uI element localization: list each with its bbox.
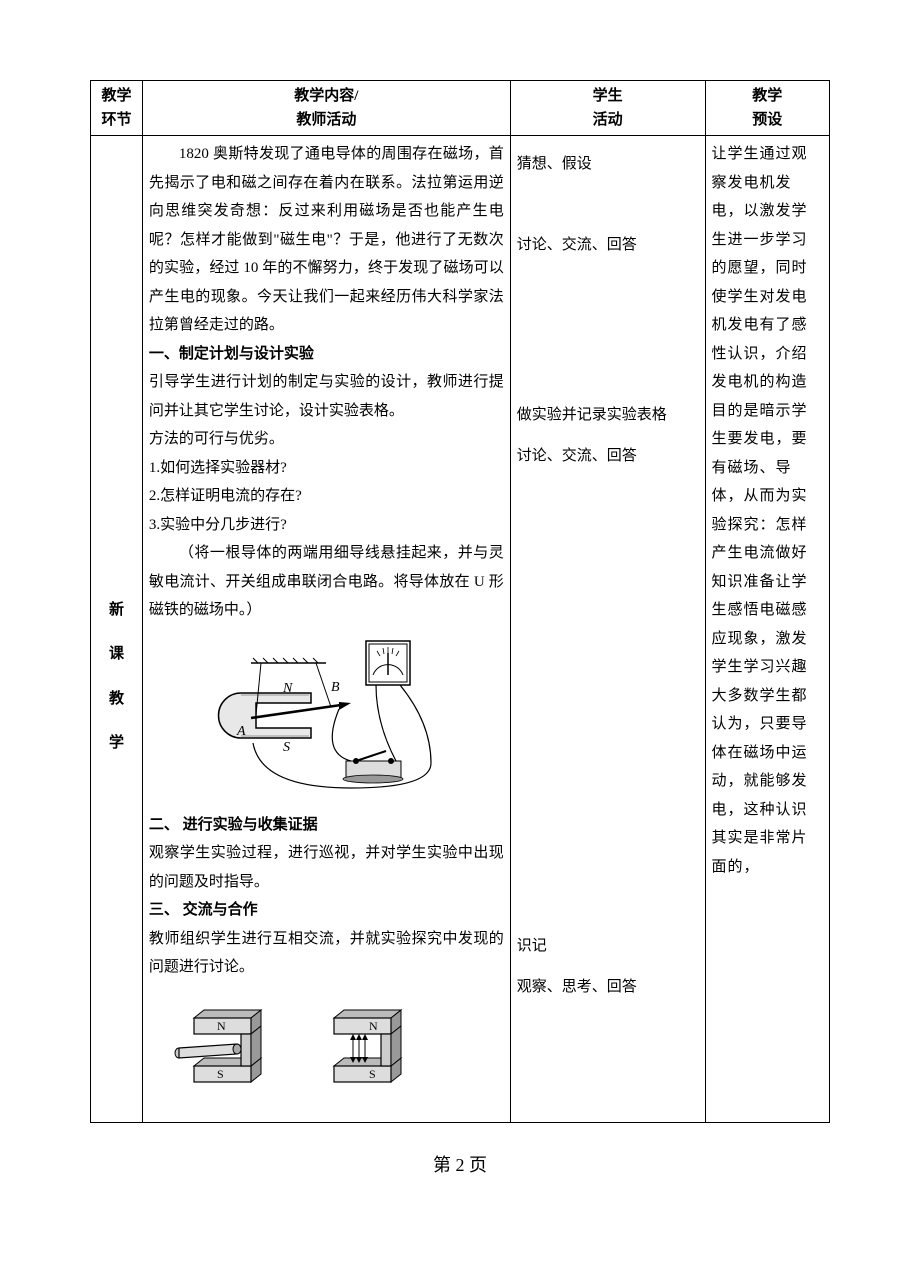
experiment-diagram-2: N S [169,990,449,1110]
header-text: 教学 [752,88,782,104]
magnet3-s-label: S [369,1067,376,1081]
page-number: 第 2 页 [90,1151,830,1177]
student-activity-cell: 猜想、假设 讨论、交流、回答 做实验并记录实验表格 讨论、交流、回答 识记 观察… [510,136,705,1123]
header-text: 教学 [101,88,131,104]
student-activity: 观察、思考、回答 [517,973,699,1002]
magnet-s-label: S [283,740,290,755]
student-activity: 做实验并记录实验表格 [517,401,699,430]
student-activity: 猜想、假设 [517,150,699,179]
stage-char: 教 [97,685,136,714]
intro-paragraph: 1820 奥斯特发现了通电导体的周围存在磁场，首先揭示了电和磁之间存在着内在联系… [149,140,504,340]
section2-p1: 观察学生实验过程，进行巡视，并对学生实验中出现的问题及时指导。 [149,839,504,896]
magnet2-n-label: N [217,1019,226,1033]
section1-q2: 2.怎样证明电流的存在? [149,482,504,511]
section1-note: （将一根导体的两端用细导线悬挂起来，并与灵敏电流计、开关组成串联闭合电路。将导体… [149,539,504,625]
teaching-content-cell: 1820 奥斯特发现了通电导体的周围存在磁场，首先揭示了电和磁之间存在着内在联系… [142,136,510,1123]
magnet2-s-label: S [217,1067,224,1081]
header-student: 学生 活动 [510,81,705,136]
section1-p1: 引导学生进行计划的制定与实验的设计，教师进行提问并让其它学生讨论，设计实验表格。 [149,368,504,425]
magnet-n-label: N [282,681,293,696]
stage-label-cell: 新 课 教 学 [91,136,143,1123]
magnet-horizontal-svg: N S [169,1000,269,1100]
lesson-plan-table: 教学 环节 教学内容/ 教师活动 学生 活动 教学 预设 新 课 教 学 [90,80,830,1123]
student-activity: 讨论、交流、回答 [517,442,699,471]
magnet3-n-label: N [369,1019,378,1033]
magnet-vertical-svg: N S [309,1000,409,1100]
header-text: 学生 [593,88,623,104]
header-text: 环节 [101,112,131,128]
section3-p1: 教师组织学生进行互相交流，并就实验探究中发现的问题进行讨论。 [149,925,504,982]
header-preset: 教学 预设 [705,81,829,136]
section1-q1: 1.如何选择实验器材? [149,454,504,483]
section1-q3: 3.实验中分几步进行? [149,511,504,540]
table-body-row: 新 课 教 学 1820 奥斯特发现了通电导体的周围存在磁场，首先揭示了电和磁之… [91,136,830,1123]
header-stage: 教学 环节 [91,81,143,136]
circuit-svg: N S A B [201,633,451,803]
header-content: 教学内容/ 教师活动 [142,81,510,136]
teaching-preset-cell: 让学生通过观察发电机发电，以激发学生进一步学习的愿望，同时使学生对发电机发电有了… [705,136,829,1123]
section2-title: 二、 进行实验与收集证据 [149,811,504,840]
section1-title: 一、制定计划与设计实验 [149,340,504,369]
student-activity: 识记 [517,932,699,961]
header-text: 教学内容/ [294,88,358,104]
stage-char: 课 [97,640,136,669]
point-b-label: B [331,680,340,695]
header-text: 教师活动 [296,112,356,128]
table-header-row: 教学 环节 教学内容/ 教师活动 学生 活动 教学 预设 [91,81,830,136]
point-a-label: A [236,724,246,739]
stage-char: 学 [97,729,136,758]
experiment-diagram-1: N S A B [201,633,451,803]
preset-text: 让学生通过观察发电机发电，以激发学生进一步学习的愿望，同时使学生对发电机发电有了… [712,146,808,875]
stage-char: 新 [97,596,136,625]
section3-title: 三、 交流与合作 [149,896,504,925]
header-text: 活动 [593,112,623,128]
section1-p2: 方法的可行与优劣。 [149,425,504,454]
student-activity: 讨论、交流、回答 [517,231,699,260]
header-text: 预设 [752,112,782,128]
